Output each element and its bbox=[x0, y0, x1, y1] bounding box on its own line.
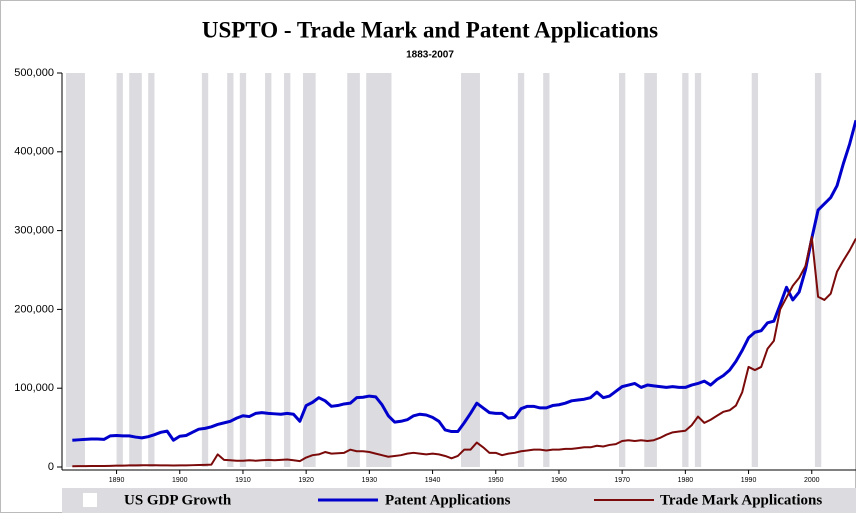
y-tick-label: 300,000 bbox=[14, 225, 54, 237]
legend-label: US GDP Growth bbox=[124, 492, 232, 508]
band bbox=[814, 73, 822, 467]
band bbox=[366, 73, 392, 467]
band bbox=[265, 73, 272, 467]
band bbox=[751, 73, 759, 467]
lines bbox=[72, 119, 856, 468]
x-tick-label: 2000 bbox=[804, 477, 820, 484]
band bbox=[619, 73, 626, 467]
axes: 0 100,000 200,000 300,000 400,000 500,000 1890… bbox=[14, 67, 856, 484]
y-tick-label: 200,000 bbox=[14, 303, 54, 315]
x-tick-label: 1950 bbox=[488, 477, 504, 484]
series-line bbox=[72, 119, 856, 442]
band bbox=[543, 73, 550, 467]
x-tick-label: 1980 bbox=[678, 477, 694, 484]
chart-subtitle: 1883-2007 bbox=[406, 50, 454, 61]
band bbox=[694, 73, 702, 467]
band bbox=[148, 73, 155, 467]
band bbox=[201, 73, 209, 467]
band bbox=[284, 73, 291, 467]
legend bbox=[62, 488, 856, 513]
x-tick-label: 1970 bbox=[614, 477, 630, 484]
x-tick-label: 1900 bbox=[172, 477, 188, 484]
y-tick-label: 100,000 bbox=[14, 382, 54, 394]
legend-swatch bbox=[83, 493, 97, 507]
x-tick-label: 1920 bbox=[298, 477, 314, 484]
band bbox=[682, 73, 689, 467]
band bbox=[66, 73, 85, 467]
x-tick-label: 1990 bbox=[741, 477, 757, 484]
y-tick-label: 500,000 bbox=[14, 67, 54, 79]
legend-label: Trade Mark Applications bbox=[660, 492, 822, 508]
band bbox=[644, 73, 657, 467]
x-tick-label: 1930 bbox=[362, 477, 378, 484]
chart-title: USPTO - Trade Mark and Patent Applicatio… bbox=[202, 17, 658, 42]
bands bbox=[66, 73, 822, 467]
series-line bbox=[72, 235, 856, 468]
y-tick-label: 400,000 bbox=[14, 146, 54, 158]
x-tick-label: 1940 bbox=[425, 477, 441, 484]
band bbox=[517, 73, 525, 467]
band bbox=[303, 73, 316, 467]
x-tick-label: 1890 bbox=[109, 477, 125, 484]
band bbox=[227, 73, 234, 467]
band bbox=[461, 73, 480, 467]
band bbox=[129, 73, 142, 467]
x-tick-label: 1960 bbox=[551, 477, 567, 484]
legend-label: Patent Applications bbox=[385, 492, 511, 508]
band bbox=[347, 73, 360, 467]
x-tick-label: 1910 bbox=[235, 477, 251, 484]
band bbox=[239, 73, 247, 467]
band bbox=[116, 73, 123, 467]
y-tick-label: 0 bbox=[48, 461, 54, 473]
